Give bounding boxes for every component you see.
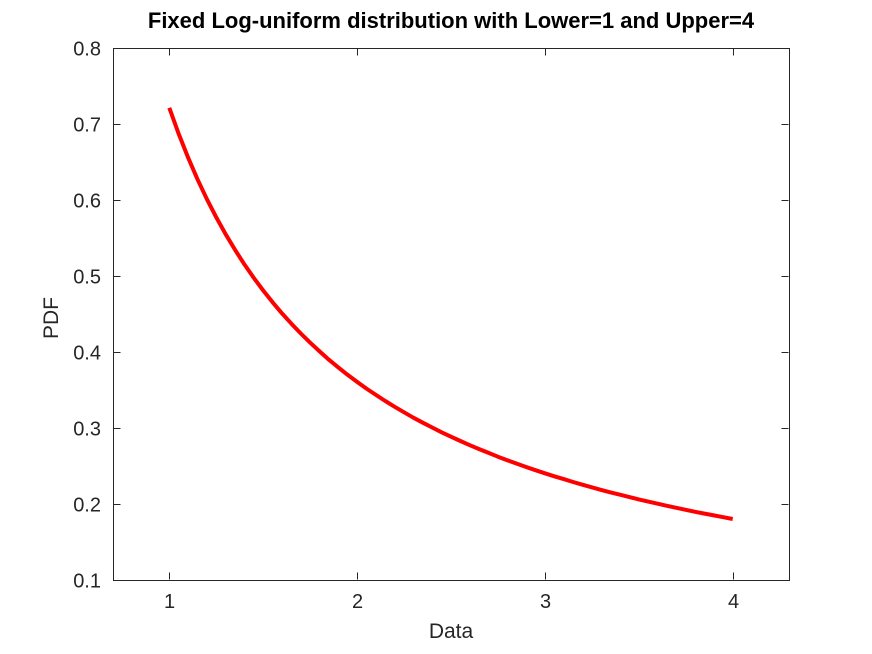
chart-title: Fixed Log-uniform distribution with Lowe… bbox=[147, 8, 755, 33]
x-axis-label: Data bbox=[428, 620, 474, 643]
y-tick-label: 0.7 bbox=[73, 115, 101, 137]
pdf-curve bbox=[167, 107, 734, 521]
x-tick-label: 1 bbox=[164, 591, 175, 613]
y-tick-label: 0.6 bbox=[73, 191, 101, 213]
y-axis-label: PDF bbox=[40, 297, 63, 339]
y-tick-label: 0.2 bbox=[73, 495, 101, 517]
x-tick-label: 4 bbox=[728, 591, 739, 613]
y-tick-label: 0.8 bbox=[73, 39, 101, 61]
y-tick-label: 0.3 bbox=[73, 419, 101, 441]
x-tick-label: 3 bbox=[540, 591, 551, 613]
y-tick-label: 0.4 bbox=[73, 343, 101, 365]
x-tick-label: 2 bbox=[352, 591, 363, 613]
y-tick-label: 0.5 bbox=[73, 267, 101, 289]
axes-box bbox=[113, 48, 790, 581]
y-tick-label: 0.1 bbox=[73, 571, 101, 593]
